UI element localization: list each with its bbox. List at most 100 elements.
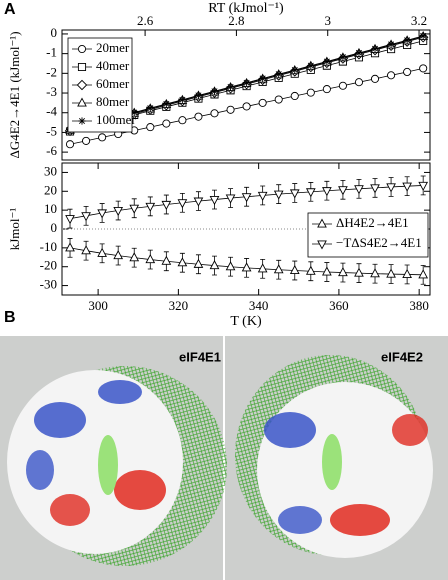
marker (226, 83, 235, 91)
marker (370, 184, 380, 194)
marker (113, 206, 124, 217)
marker (370, 74, 380, 83)
y-tick-label: -30 (40, 277, 57, 292)
x-tick-label: 360 (329, 298, 349, 313)
marker (273, 264, 284, 274)
legend-label: 80mer (96, 94, 130, 109)
marker (161, 200, 172, 211)
marker (386, 183, 396, 193)
marker (307, 62, 315, 70)
x-tick-label: 380 (409, 298, 429, 313)
panel-b-images: eIF4E1 eIF4E2 (0, 336, 448, 580)
marker (323, 57, 331, 66)
marker (354, 78, 364, 87)
marker (403, 67, 412, 76)
patch (34, 402, 86, 438)
marker (146, 123, 155, 132)
marker (210, 109, 219, 118)
marker (387, 40, 395, 48)
image-label: eIF4E1 (179, 349, 221, 364)
legend-marker (77, 62, 87, 72)
protein-1 (7, 366, 227, 566)
marker (274, 95, 283, 104)
marker (338, 267, 348, 277)
marker (257, 191, 268, 201)
marker (145, 253, 156, 264)
patch (98, 380, 142, 404)
marker (194, 91, 203, 99)
marker (306, 88, 315, 97)
x-tick-label: 320 (169, 298, 189, 313)
marker (354, 185, 364, 195)
legend-marker (78, 117, 86, 125)
ligand (98, 435, 118, 495)
legend-box (307, 212, 429, 258)
marker (419, 64, 428, 73)
legend-label: 20mer (96, 40, 130, 55)
y-tick-label: -2 (46, 64, 57, 79)
marker (65, 215, 75, 225)
marker (193, 258, 204, 268)
marker (65, 242, 75, 252)
y-tick-label: -5 (46, 123, 57, 138)
y-tick-label: -6 (46, 143, 57, 158)
marker (387, 71, 396, 80)
marker (355, 49, 363, 57)
marker (243, 79, 251, 87)
legend-marker (77, 44, 87, 54)
y-tick-label: -10 (40, 239, 57, 254)
marker (418, 181, 429, 191)
marker (273, 190, 284, 200)
patch (50, 494, 90, 526)
x-axis-label: T (K) (230, 314, 262, 329)
y-tick-label: -20 (40, 258, 57, 273)
marker (226, 105, 235, 114)
marker (241, 262, 252, 272)
ligand (322, 434, 342, 490)
patch (330, 504, 390, 536)
marker (305, 188, 316, 198)
marker (402, 268, 412, 278)
y-tick-label: -3 (46, 84, 57, 99)
legend-marker (317, 240, 327, 250)
x2-tick-label: 2.6 (137, 13, 154, 28)
panel-label: B (4, 309, 16, 326)
patch (392, 414, 428, 446)
image-label: eIF4E2 (381, 349, 423, 364)
legend-marker (76, 79, 88, 91)
y-tick-label: 10 (44, 201, 57, 216)
y-tick-label: 0 (51, 220, 58, 235)
marker (291, 66, 299, 74)
marker (322, 85, 331, 94)
marker (338, 186, 348, 196)
panel-a: -6-5-4-3-2-102.6 2.8 3 3.2RT (kJmol⁻¹)ΔG4E2… (7, 1, 431, 329)
legend-marker (77, 97, 87, 107)
marker (161, 255, 172, 265)
marker (162, 119, 171, 128)
x2-tick-label: 3.2 (411, 13, 427, 28)
marker (258, 98, 267, 107)
marker (193, 197, 204, 207)
marker (322, 266, 332, 276)
marker (225, 261, 236, 271)
x2-tick-label: 3 (324, 13, 331, 28)
y-axis-label: ΔG4E2→4E1 (kJmol⁻¹) (7, 31, 22, 158)
marker (65, 140, 75, 149)
marker (178, 116, 187, 125)
patch (26, 450, 54, 490)
x-tick-label: 300 (88, 298, 108, 313)
x2-tick-label: 2.8 (228, 13, 244, 28)
marker (289, 189, 300, 199)
legend-marker (317, 218, 327, 228)
y-tick-label: -1 (46, 45, 57, 60)
marker (403, 36, 411, 44)
marker (418, 269, 429, 279)
y-tick-label: 30 (44, 163, 57, 178)
marker (354, 267, 364, 277)
marker (305, 265, 316, 275)
marker (290, 91, 299, 101)
marker (225, 194, 236, 204)
marker (402, 182, 412, 192)
marker (338, 81, 347, 90)
legend-label: ΔH4E2→4E1 (336, 215, 409, 230)
